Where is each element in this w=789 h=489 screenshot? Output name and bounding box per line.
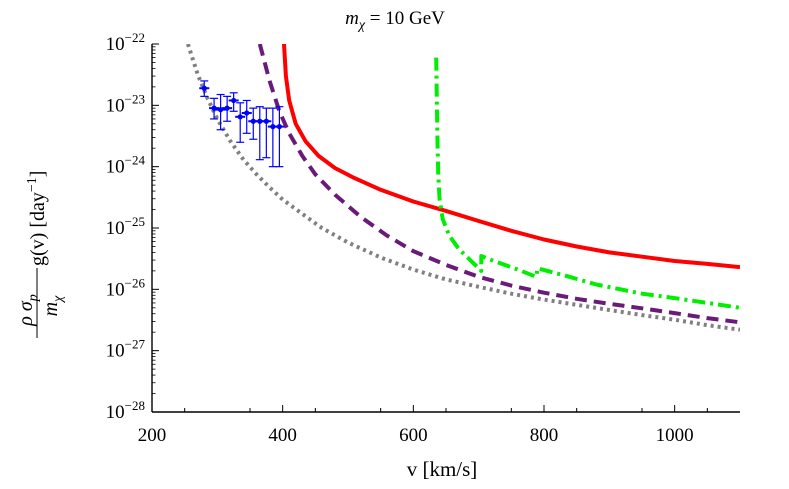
error-bar-group	[199, 80, 285, 168]
y-label-denominator: mχ	[40, 295, 66, 316]
series-red-solid	[282, 44, 740, 270]
y-label-units: g(v) [day−1]	[25, 171, 49, 266]
error-point	[261, 107, 272, 159]
error-point	[228, 92, 239, 112]
y-tick-label: 10−28	[106, 398, 145, 423]
x-tick-label: 800	[530, 425, 559, 446]
error-point	[199, 80, 210, 97]
y-tick-label: 10−25	[106, 214, 145, 239]
y-tick-label: 10−26	[106, 275, 146, 300]
y-tick-label: 10−27	[106, 337, 146, 362]
y-axis-label: ρ σp mχ g(v) [day−1]	[15, 171, 66, 338]
y-tick-label: 10−22	[106, 30, 145, 55]
series-gray-dotted	[185, 44, 740, 332]
plot-frame	[151, 44, 740, 413]
x-tick-label: 400	[268, 425, 297, 446]
error-point	[241, 99, 252, 134]
chart-title: mχ = 10 GeV	[345, 8, 445, 33]
series-purple-dashed	[257, 44, 740, 325]
y-tick-label: 10−23	[106, 91, 145, 116]
x-tick-label: 200	[138, 425, 167, 446]
x-axis-label: v [km/s]	[407, 457, 478, 481]
x-tick-labels: 200 400 600 800 1000	[138, 425, 694, 446]
y-label-numerator: ρ σp	[15, 294, 41, 326]
error-point	[274, 106, 285, 168]
error-point	[254, 106, 265, 161]
axis-ticks	[151, 43, 708, 413]
error-point	[215, 93, 226, 131]
y-tick-labels: 10−28 10−27 10−26 10−25 10−24 10−23 10−22	[106, 30, 146, 423]
series-green-dashdot	[434, 57, 740, 310]
error-point	[267, 107, 278, 168]
error-point	[235, 102, 246, 143]
series-group	[185, 44, 740, 332]
error-point	[222, 95, 233, 122]
error-point	[209, 97, 220, 120]
y-tick-label: 10−24	[106, 153, 146, 178]
x-tick-label: 1000	[656, 425, 694, 446]
x-tick-label: 600	[399, 425, 428, 446]
